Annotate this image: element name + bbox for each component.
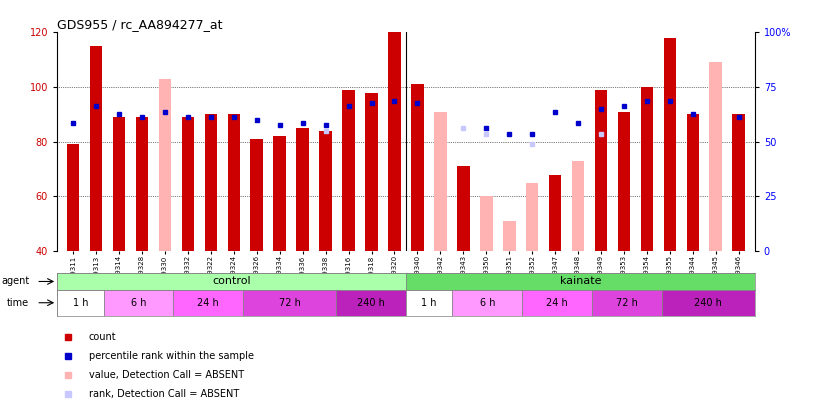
Bar xyxy=(411,84,424,251)
Text: 1 h: 1 h xyxy=(422,298,437,308)
Text: 6 h: 6 h xyxy=(480,298,495,308)
Bar xyxy=(592,290,662,316)
Bar xyxy=(618,112,630,251)
Bar xyxy=(173,290,243,316)
Bar xyxy=(135,117,149,251)
Text: control: control xyxy=(212,277,251,286)
Text: percentile rank within the sample: percentile rank within the sample xyxy=(88,351,254,361)
Bar xyxy=(522,290,592,316)
Bar xyxy=(366,92,378,251)
Bar xyxy=(243,290,336,316)
Bar xyxy=(251,139,263,251)
Bar xyxy=(57,290,104,316)
Bar xyxy=(205,114,217,251)
Text: 24 h: 24 h xyxy=(546,298,568,308)
Text: value, Detection Call = ABSENT: value, Detection Call = ABSENT xyxy=(88,370,244,380)
Bar xyxy=(228,114,240,251)
Bar xyxy=(319,156,332,251)
Text: count: count xyxy=(88,332,116,342)
Bar xyxy=(641,87,654,251)
Bar xyxy=(480,196,493,251)
Bar xyxy=(549,175,561,251)
Bar xyxy=(686,114,699,251)
Bar xyxy=(662,290,755,316)
Bar xyxy=(526,183,539,251)
Bar xyxy=(57,273,406,290)
Bar xyxy=(595,90,607,251)
Bar xyxy=(273,136,286,251)
Text: time: time xyxy=(7,298,29,308)
Text: 240 h: 240 h xyxy=(357,298,385,308)
Text: kainate: kainate xyxy=(560,277,601,286)
Text: rank, Detection Call = ABSENT: rank, Detection Call = ABSENT xyxy=(88,389,239,399)
Text: agent: agent xyxy=(1,277,29,286)
Bar xyxy=(406,273,755,290)
Text: 72 h: 72 h xyxy=(616,298,638,308)
Bar xyxy=(158,79,171,251)
Bar xyxy=(434,112,446,251)
Bar xyxy=(342,90,355,251)
Bar xyxy=(319,131,332,251)
Bar xyxy=(457,166,470,251)
Bar xyxy=(503,221,516,251)
Bar xyxy=(663,38,676,251)
Text: 1 h: 1 h xyxy=(73,298,88,308)
Bar xyxy=(572,161,584,251)
Bar xyxy=(104,290,173,316)
Bar xyxy=(113,117,126,251)
Text: 72 h: 72 h xyxy=(279,298,300,308)
Bar xyxy=(296,128,309,251)
Bar xyxy=(733,114,745,251)
Bar xyxy=(90,46,103,251)
Bar xyxy=(709,62,722,251)
Bar xyxy=(452,290,522,316)
Text: 6 h: 6 h xyxy=(131,298,146,308)
Text: 240 h: 240 h xyxy=(694,298,722,308)
Bar xyxy=(388,32,401,251)
Text: 24 h: 24 h xyxy=(197,298,220,308)
Bar xyxy=(406,290,452,316)
Text: GDS955 / rc_AA894277_at: GDS955 / rc_AA894277_at xyxy=(57,18,223,31)
Bar xyxy=(336,290,406,316)
Bar xyxy=(182,117,194,251)
Bar xyxy=(67,145,79,251)
